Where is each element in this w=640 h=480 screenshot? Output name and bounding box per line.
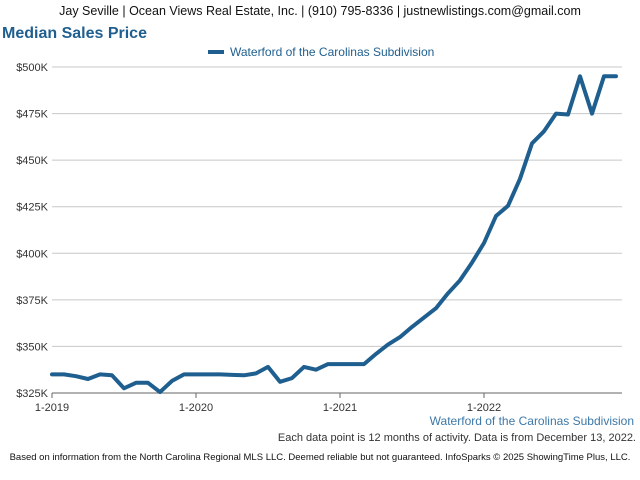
y-tick-label: $350K <box>16 341 48 353</box>
y-tick-label: $450K <box>16 155 48 167</box>
x-tick-label: 1-2020 <box>179 402 213 414</box>
y-tick-label: $400K <box>16 248 48 260</box>
y-tick-label: $500K <box>16 62 48 74</box>
y-tick-label: $425K <box>16 202 48 214</box>
x-tick-label: 1-2019 <box>35 402 69 414</box>
x-tick-label: 1-2022 <box>467 402 501 414</box>
agent-header: Jay Seville | Ocean Views Real Estate, I… <box>59 4 581 18</box>
series-line-waterford <box>50 74 618 395</box>
x-tick-label: 1-2021 <box>323 402 357 414</box>
footer-disclaimer: Based on information from the North Caro… <box>9 452 631 463</box>
y-tick-label: $375K <box>16 295 48 307</box>
legend-label: Waterford of the Carolinas Subdivision <box>230 45 435 59</box>
y-tick-label: $475K <box>16 109 48 121</box>
series-caption: Waterford of the Carolinas Subdivision <box>429 414 634 428</box>
chart-title: Median Sales Price <box>2 25 147 42</box>
legend-swatch <box>208 50 224 54</box>
legend[interactable]: Waterford of the Carolinas Subdivision <box>208 45 434 59</box>
data-note: Each data point is 12 months of activity… <box>277 432 636 444</box>
y-tick-label: $325K <box>16 388 48 400</box>
